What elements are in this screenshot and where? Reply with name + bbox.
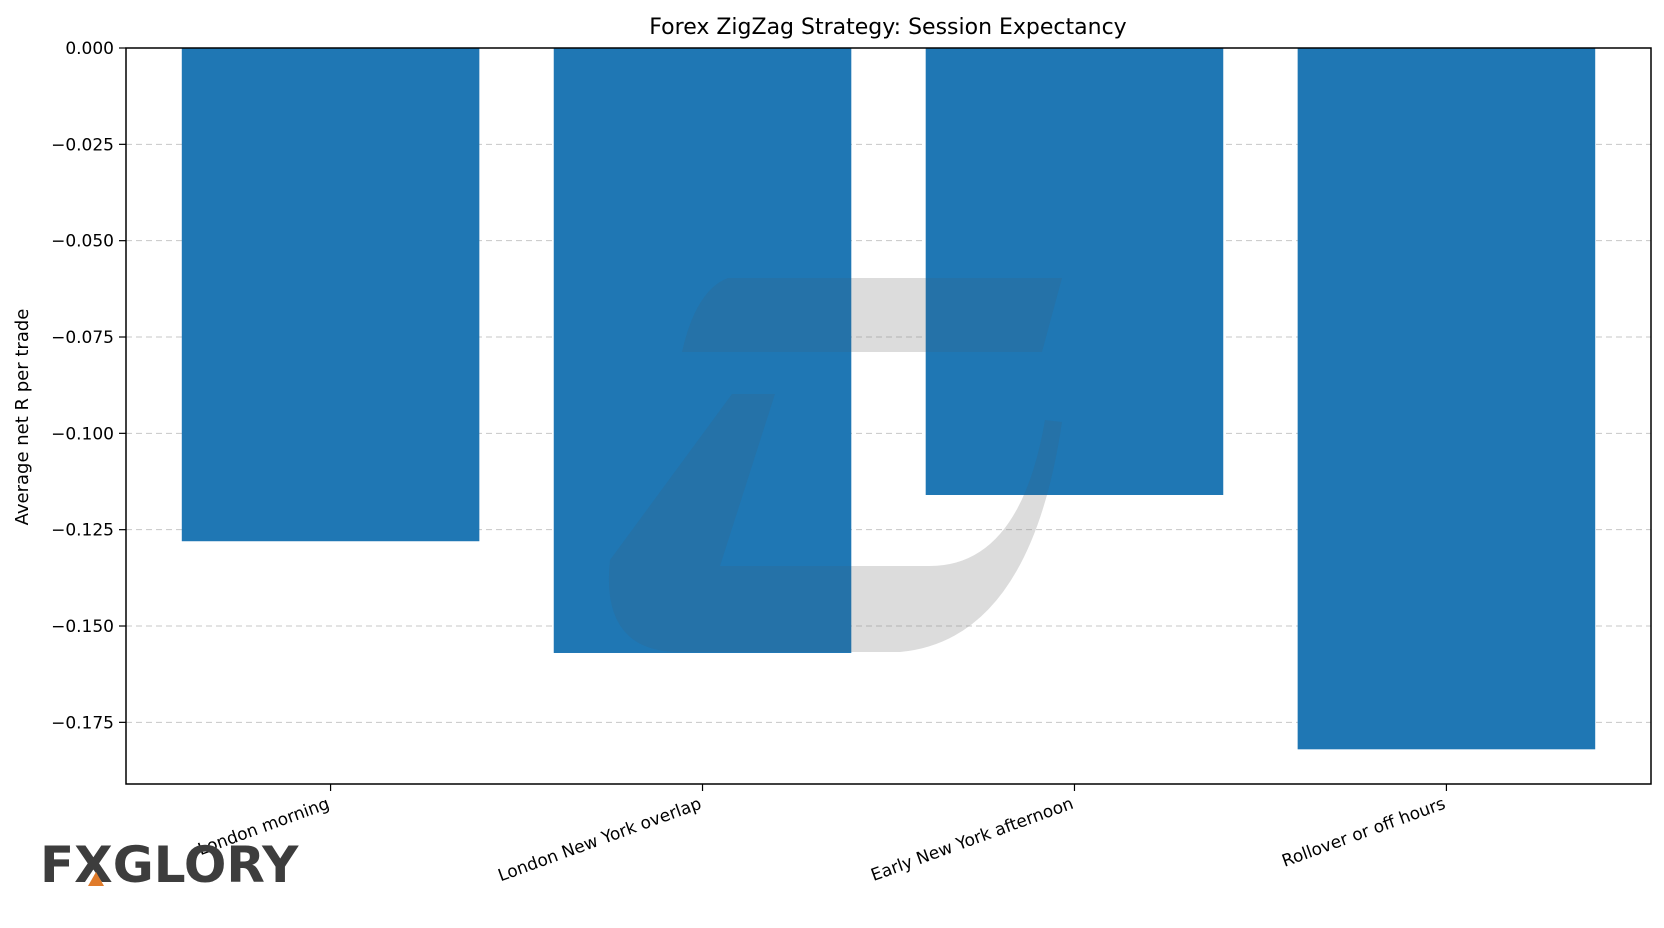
bar	[553, 48, 852, 653]
x-tick-label: London New York overlap	[496, 794, 705, 886]
logo-text-glory: GLORY	[113, 836, 299, 894]
watermark-shape	[682, 278, 1062, 352]
y-axis-label: Average net R per trade	[12, 309, 33, 526]
chart-title: Forex ZigZag Strategy: Session Expectanc…	[649, 15, 1126, 40]
plot-frame	[125, 47, 1652, 785]
bar	[1297, 48, 1596, 750]
y-tick-label: −0.150	[51, 617, 114, 637]
watermark-shape	[608, 394, 1062, 652]
bars-group	[181, 48, 1596, 750]
y-tick-label: −0.125	[51, 521, 114, 541]
fxglory-logo: FXGLORY	[40, 836, 299, 894]
y-tick-label: −0.050	[51, 232, 114, 252]
y-tick-label: −0.025	[51, 135, 114, 155]
watermark-overlay	[608, 278, 1062, 652]
y-tick-label: −0.100	[51, 424, 114, 444]
x-tick-label: Rollover or off hours	[1279, 794, 1448, 872]
logo-accent-mark	[88, 872, 104, 886]
bar	[925, 48, 1224, 495]
y-tick-label: −0.075	[51, 328, 114, 348]
logo-text: FXGLORY	[40, 836, 299, 894]
x-axis: London morning London New York overlap Ear…	[195, 784, 1448, 886]
y-tick-label: 0.000	[65, 39, 114, 59]
y-tick-label: −0.175	[51, 713, 114, 733]
bar	[181, 48, 480, 542]
y-axis: 0.000 −0.025 −0.050 −0.075 −0.100 −0.125 −0.15…	[51, 39, 126, 733]
x-tick-label: Early New York afternoon	[868, 794, 1076, 886]
